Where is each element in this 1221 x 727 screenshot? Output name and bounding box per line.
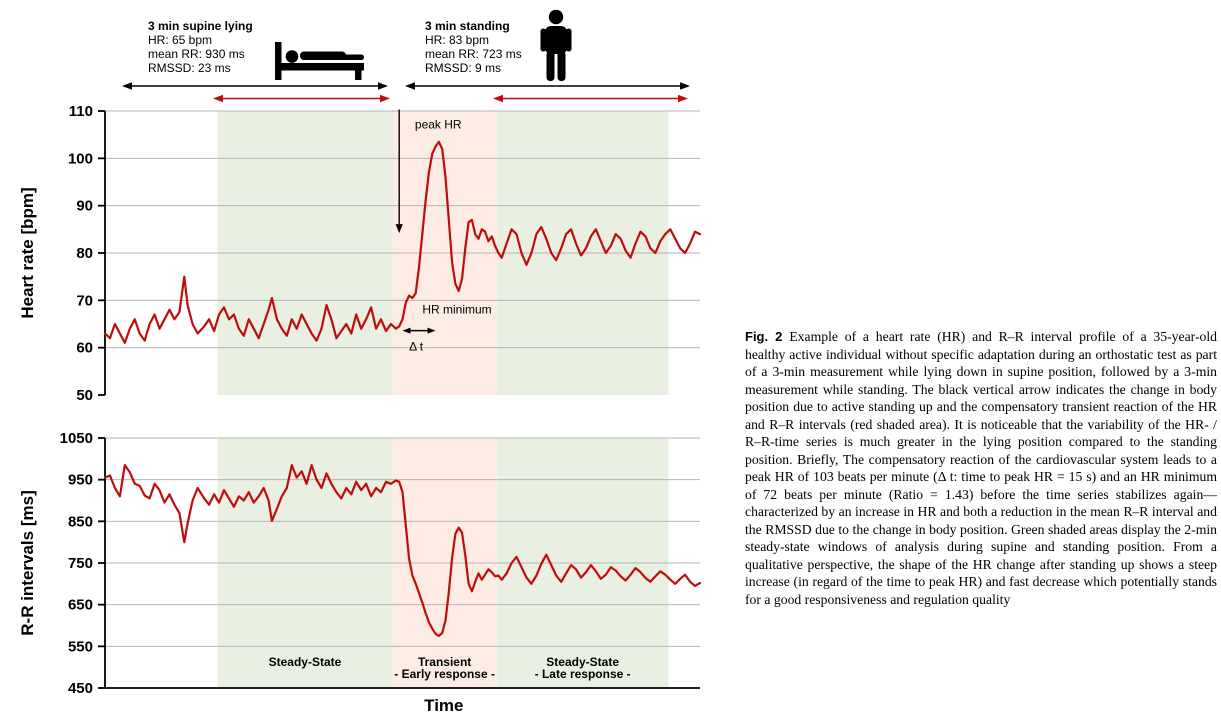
supine-rmssd-line: RMSSD: 23 ms	[148, 61, 231, 75]
svg-text:550: 550	[68, 638, 93, 655]
svg-text:Steady-State: Steady-State	[546, 655, 619, 669]
svg-text:Time: Time	[424, 696, 463, 715]
standing-hr-line: HR: 83 bpm	[425, 33, 490, 47]
figure-caption: Fig. 2 Example of a heart rate (HR) and R…	[745, 328, 1217, 608]
svg-text:- Late response -: - Late response -	[535, 667, 631, 681]
supine-title: 3 min supine lying	[148, 19, 253, 33]
svg-text:850: 850	[68, 513, 93, 530]
svg-text:650: 650	[68, 597, 93, 614]
heart-rate-chart: 50 60 70 80 90 100 110 peak HR HR minimum Δ t	[68, 103, 702, 404]
caption-text: Example of a heart rate (HR) and R–R int…	[745, 329, 1217, 607]
svg-text:- Early response -: - Early response -	[394, 667, 495, 681]
supine-annotation-block: 3 min supine lying HR: 65 bpm mean RR: 9…	[148, 19, 253, 75]
supine-hr-line: HR: 65 bpm	[148, 33, 213, 47]
svg-text:110: 110	[69, 103, 93, 120]
standing-rmssd-line: RMSSD: 9 ms	[425, 61, 502, 75]
standing-title: 3 min standing	[425, 19, 510, 33]
figure-area: 3 min supine lying HR: 65 bpm mean RR: 9…	[18, 9, 702, 715]
svg-text:450: 450	[68, 680, 93, 697]
standing-annotation-block: 3 min standing HR: 83 bpm mean RR: 723 m…	[425, 19, 522, 75]
svg-text:50: 50	[76, 387, 93, 404]
svg-text:Steady-State: Steady-State	[269, 655, 342, 669]
bed-icon	[275, 42, 364, 80]
standing-person-icon	[540, 9, 572, 81]
duration-arrows	[122, 82, 690, 103]
svg-text:1050: 1050	[60, 430, 93, 447]
svg-text:Transient: Transient	[418, 655, 471, 669]
caption-label: Fig. 2	[745, 329, 783, 344]
svg-text:60: 60	[76, 340, 93, 357]
rr-axis-title: R-R intervals [ms]	[18, 490, 37, 636]
svg-text:750: 750	[68, 555, 93, 572]
svg-text:100: 100	[68, 150, 93, 167]
svg-text:950: 950	[68, 472, 93, 489]
svg-text:peak HR: peak HR	[415, 118, 462, 132]
svg-text:70: 70	[76, 292, 93, 309]
svg-text:Δ t: Δ t	[409, 340, 424, 354]
svg-text:HR minimum: HR minimum	[422, 303, 491, 317]
rr-interval-chart: 450 550 650 750 850 950 1050 Steady-State Transi…	[60, 430, 702, 715]
standing-rr-line: mean RR: 723 ms	[425, 47, 522, 61]
hr-axis-title: Heart rate [bpm]	[18, 187, 37, 319]
supine-rr-line: mean RR: 930 ms	[148, 47, 245, 61]
svg-text:90: 90	[76, 198, 93, 215]
svg-text:80: 80	[76, 245, 93, 262]
